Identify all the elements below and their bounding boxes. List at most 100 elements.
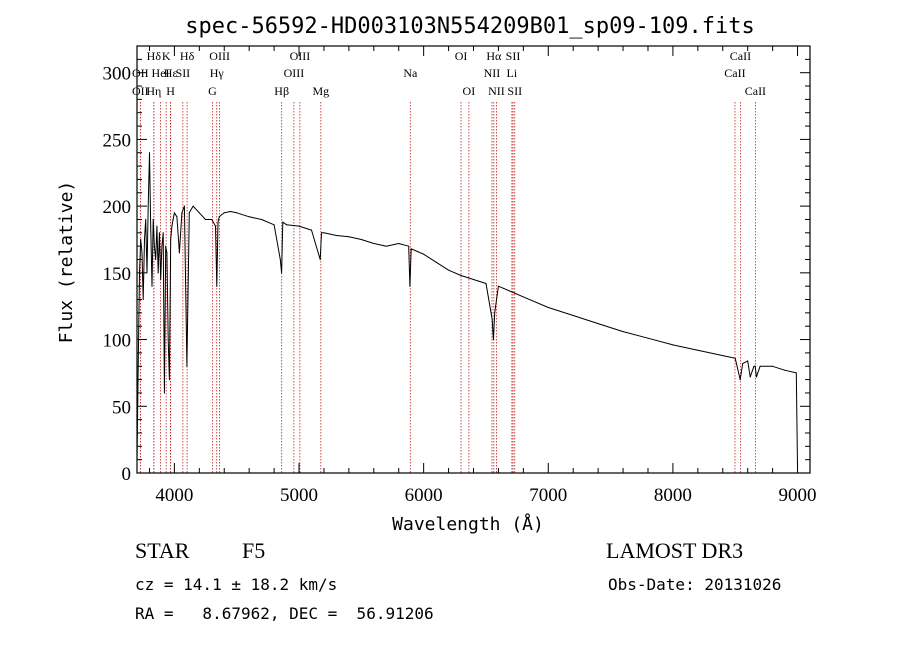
data-point: [152, 218, 154, 220]
data-point: [140, 238, 142, 240]
data-point: [772, 365, 774, 367]
data-point: [286, 224, 288, 226]
spectral-line-label: Li: [507, 66, 518, 80]
data-point: [572, 315, 574, 317]
x-tick-label: 8000: [654, 485, 692, 506]
data-point: [143, 238, 145, 240]
data-point: [742, 363, 744, 365]
data-point: [216, 285, 218, 287]
data-point: [236, 212, 238, 214]
data-point: [171, 225, 173, 227]
data-point: [398, 242, 400, 244]
x-tick-label: 9000: [779, 485, 817, 506]
data-point: [192, 205, 194, 207]
data-point: [186, 365, 188, 367]
chart-title: spec-56592-HD003103N554209B01_sp09-109.f…: [185, 14, 755, 39]
obs-date: Obs-Date: 20131026: [608, 575, 782, 594]
data-point: [153, 245, 155, 247]
data-point: [310, 229, 312, 231]
data-point: [485, 283, 487, 285]
data-point: [323, 232, 325, 234]
data-point: [229, 210, 231, 212]
data-point: [755, 376, 757, 378]
redshift-cz: cz = 14.1 ± 18.2 km/s: [135, 575, 338, 594]
data-point: [279, 259, 281, 260]
data-point: [198, 212, 200, 214]
spectral-line-label: Hε: [164, 66, 178, 80]
data-point: [162, 232, 164, 234]
data-point: [155, 259, 157, 260]
data-point: [597, 323, 599, 325]
x-tick-label: 7000: [529, 485, 567, 506]
data-point: [410, 248, 412, 250]
data-point: [142, 299, 144, 301]
data-point: [223, 212, 225, 214]
data-point: [320, 232, 322, 234]
data-point: [218, 216, 220, 218]
data-point: [156, 225, 158, 227]
data-point: [460, 275, 462, 277]
data-point: [151, 285, 153, 287]
data-point: [178, 252, 180, 254]
data-point: [183, 205, 185, 207]
series-line-spectrum: [136, 152, 798, 467]
data-point: [722, 355, 724, 357]
spectral-line-label: G: [208, 84, 217, 98]
data-point: [211, 218, 213, 220]
data-point: [473, 279, 474, 281]
survey-name: LAMOST DR3: [606, 538, 744, 563]
data-point: [697, 349, 699, 351]
data-point: [385, 245, 387, 247]
data-point: [173, 212, 175, 214]
spectral-line-label: Hδ: [180, 49, 195, 63]
data-point: [281, 272, 283, 274]
data-point: [170, 238, 172, 240]
data-point: [168, 379, 170, 381]
data-point: [795, 372, 797, 374]
data-point: [647, 337, 649, 339]
data-point: [273, 224, 275, 226]
data-point: [747, 360, 749, 362]
x-tick-label: 4000: [155, 485, 193, 506]
data-point: [319, 259, 321, 260]
y-tick-label: 150: [103, 264, 132, 285]
data-point: [248, 216, 250, 218]
ticks-layer: 4000 5000 6000 7000 8000 9000 0 50 100 150 200 250 3…: [103, 45, 817, 506]
data-point: [205, 218, 207, 220]
spectral-line-label: CaII: [724, 66, 745, 80]
data-point: [759, 365, 761, 367]
spectral-line-label: SII: [176, 66, 191, 80]
plot-frame: [136, 45, 811, 474]
data-point: [492, 339, 494, 341]
spectral-line-label: CaII: [745, 84, 766, 98]
y-tick-label: 200: [103, 197, 132, 218]
spectral-line-label: Hη: [146, 84, 161, 98]
data-point: [754, 365, 756, 367]
spectral-line-label: CaII: [730, 49, 751, 63]
data-point: [282, 221, 284, 223]
data-point: [148, 152, 150, 154]
spectral-line-label: Hδ: [147, 49, 162, 63]
data-point: [160, 279, 162, 281]
y-tick-label: 100: [103, 331, 132, 352]
x-tick-label: 6000: [405, 485, 443, 506]
y-axis-label: Flux (relative): [56, 181, 77, 344]
data-point: [141, 252, 143, 254]
spectral-line-label: Hβ: [274, 84, 289, 98]
data-point: [734, 357, 736, 359]
data-point: [348, 236, 350, 238]
data-point: [497, 285, 499, 287]
data-point: [491, 319, 493, 321]
spectral-line-label: NII: [488, 84, 505, 98]
data-point: [188, 212, 190, 214]
data-point: [163, 392, 165, 394]
x-tick-label: 5000: [280, 485, 318, 506]
spectral-line-label: NII: [484, 66, 501, 80]
data-point: [522, 296, 524, 298]
spectral-line-label: SII: [506, 49, 521, 63]
data-point: [145, 218, 147, 220]
data-point: [448, 269, 450, 271]
spectral-line-label: H: [166, 84, 175, 98]
data-point: [176, 216, 178, 218]
